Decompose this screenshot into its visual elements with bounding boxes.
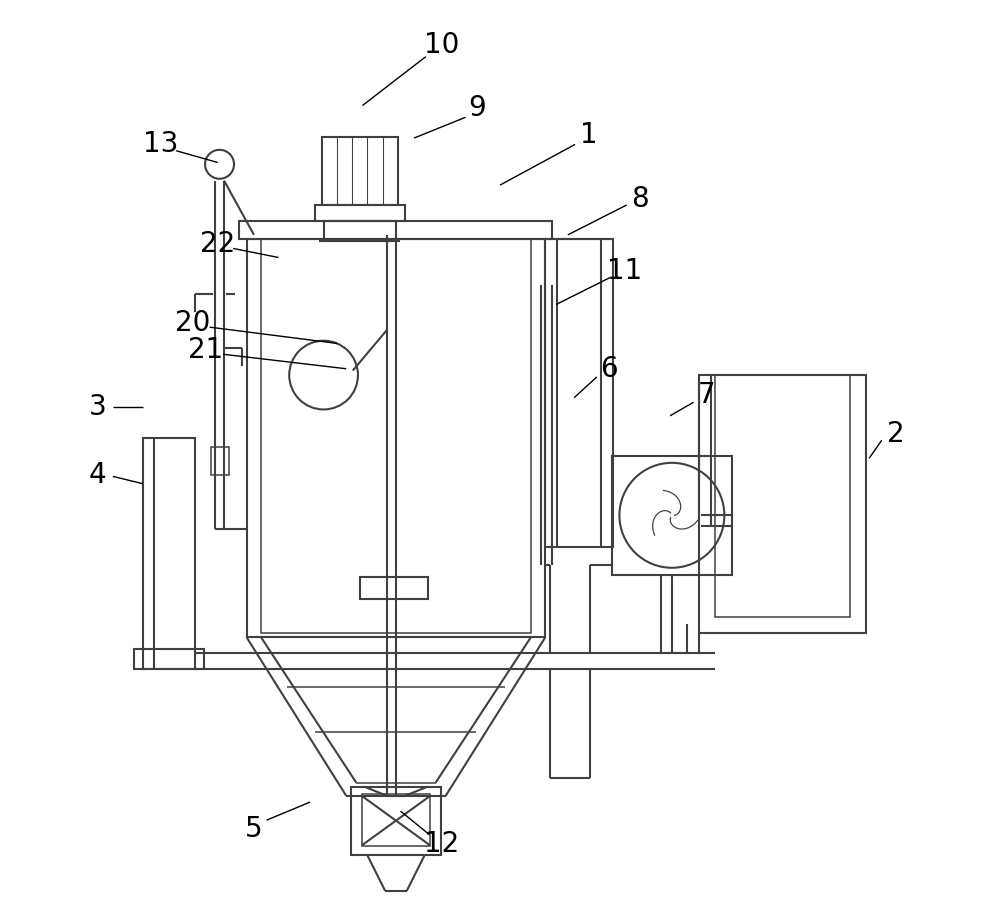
Text: 2: 2	[887, 420, 905, 448]
Bar	[239, 221, 552, 239]
Bar	[360, 577, 428, 599]
Text: 5: 5	[245, 815, 263, 844]
Bar	[247, 239, 545, 637]
Text: 11: 11	[607, 257, 642, 285]
Bar	[211, 447, 229, 475]
Text: 9: 9	[469, 94, 486, 122]
Bar	[261, 239, 531, 633]
Bar	[143, 438, 195, 669]
Text: 20: 20	[175, 309, 210, 337]
Bar	[322, 137, 398, 205]
Text: 7: 7	[697, 381, 715, 409]
Bar	[715, 375, 850, 616]
Text: 6: 6	[600, 355, 617, 383]
Text: 8: 8	[631, 184, 649, 213]
Bar	[134, 649, 204, 669]
Text: 21: 21	[188, 336, 224, 363]
Bar	[545, 239, 613, 547]
Text: 10: 10	[424, 31, 459, 58]
Bar	[612, 456, 732, 575]
Text: 3: 3	[89, 393, 106, 421]
Bar	[351, 787, 441, 855]
Bar	[362, 794, 430, 845]
Text: 4: 4	[89, 460, 106, 488]
Text: 22: 22	[200, 230, 235, 257]
Bar	[699, 375, 866, 633]
Bar	[324, 221, 396, 241]
Text: 13: 13	[143, 131, 178, 158]
Text: 12: 12	[424, 830, 459, 857]
Bar	[315, 205, 405, 221]
Text: 1: 1	[580, 121, 597, 150]
